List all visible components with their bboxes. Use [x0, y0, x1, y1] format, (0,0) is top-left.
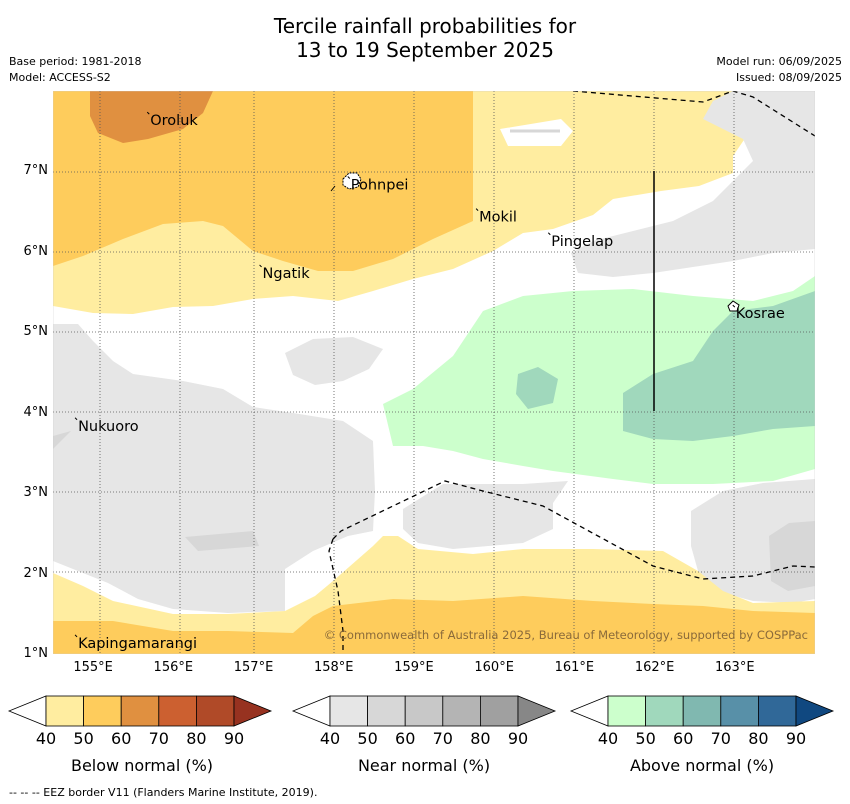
place-marker — [475, 208, 479, 211]
colorbar-above-segment — [607, 695, 646, 727]
lat-tick-label: 2°N — [23, 565, 49, 581]
colorbar-tick-label: 50 — [635, 729, 655, 748]
colorbar-near-segment — [404, 695, 444, 727]
lat-tick-label: 4°N — [23, 404, 49, 420]
near-normal-50-streak-west — [185, 531, 259, 551]
place-label: Nukuoro — [78, 419, 139, 435]
colorbar-tick-label: 70 — [711, 729, 731, 748]
lon-tick-label: 158°E — [313, 660, 354, 675]
lon-tick-label: 160°E — [474, 660, 514, 675]
place-label: Pohnpei — [351, 177, 409, 193]
model-name: Model: ACCESS-S2 — [9, 71, 111, 84]
colorbars: 40 50 60 70 80 90 40 50 60 70 80 90 40 50 60 70 80 90 — [7, 695, 835, 748]
place-marker — [347, 176, 351, 179]
probability-map: Oroluk Pohnpei Mokil Pingelap Ngatik Kosrae Nu… — [53, 91, 815, 654]
colorbar-near-segment — [329, 695, 368, 727]
lon-tick-label: 161°E — [554, 660, 595, 675]
place-marker — [732, 304, 736, 308]
below-normal-50-region-south — [53, 596, 815, 654]
place-marker — [259, 264, 262, 268]
below-normal-60-region — [90, 91, 213, 143]
above-normal-50-region — [623, 291, 815, 441]
lat-tick-label: 3°N — [23, 485, 49, 501]
near-normal-40-region-ne — [571, 91, 815, 277]
colorbar-below-low-extension — [7, 695, 47, 727]
pohnpei-island — [342, 172, 362, 190]
eez-border — [328, 91, 815, 654]
colorbar-tick-label: 90 — [224, 729, 244, 748]
place-marker — [74, 634, 78, 638]
colorbar-tick-label: 80 — [748, 729, 768, 748]
colorbar-tick-label: 50 — [73, 729, 93, 748]
colorbar-tick-label: 40 — [36, 729, 56, 748]
colorbar-near-low-extension — [291, 695, 331, 727]
colorbar-above-segment — [682, 695, 722, 727]
colorbar-tick-label: 60 — [111, 729, 131, 748]
colorbar-tick-label: 70 — [149, 729, 169, 748]
lat-tick-label: 7°N — [23, 163, 49, 179]
colorbar-below-high-extension — [233, 695, 273, 727]
map-title-line2: 13 to 19 September 2025 — [296, 38, 554, 62]
colorbar-below-segment — [120, 695, 160, 727]
lon-tick-label: 163°E — [715, 660, 755, 675]
colorbar-above-segment — [758, 695, 797, 727]
colorbar-near-high-extension — [517, 695, 557, 727]
lat-tick-label: 5°N — [23, 324, 49, 340]
place-label: Oroluk — [150, 113, 198, 129]
colorbar-below-segment — [83, 695, 122, 727]
place-label: Pingelap — [551, 234, 613, 250]
place-label: Kosrae — [736, 306, 785, 322]
place-label: Ngatik — [263, 266, 311, 282]
near-normal-50-speck-west — [53, 431, 71, 449]
colorbar-near-segment — [479, 695, 519, 727]
colorbar-above-segment — [720, 695, 759, 727]
colorbar-below-segment — [195, 695, 235, 727]
place-labels: Oroluk Pohnpei Mokil Pingelap Ngatik Kosrae Nu… — [74, 111, 785, 652]
base-period: Base period: 1981-2018 — [9, 55, 142, 68]
lon-tick-label: 159°E — [394, 660, 434, 675]
colorbar-above-segment — [645, 695, 684, 727]
eez-footnote: -- -- -- EEZ border V11 (Flanders Marine… — [9, 786, 318, 799]
model-run: Model run: 06/09/2025 — [716, 55, 842, 68]
place-label: Mokil — [479, 210, 517, 226]
place-marker — [547, 232, 551, 236]
colorbar-tick-label: 90 — [508, 729, 528, 748]
colorbar-tick-label: 70 — [433, 729, 453, 748]
map-title-line1: Tercile rainfall probabilities for — [273, 14, 577, 38]
place-marker — [74, 417, 78, 421]
above-normal-50-blob — [516, 367, 558, 409]
colorbar-tick-label: 60 — [673, 729, 693, 748]
place-marker — [146, 111, 150, 115]
lon-tick-label: 162°E — [634, 660, 675, 675]
pohnpei-fragment — [330, 185, 336, 192]
colorbar-tick-label: 60 — [395, 729, 415, 748]
colorbar-label-above: Above normal (%) — [629, 756, 775, 775]
near-normal-50-region-se — [769, 521, 815, 591]
place-label: Kapingamarangi — [78, 636, 197, 652]
colorbar-above-low-extension — [569, 695, 609, 727]
colorbar-below-segment — [158, 695, 197, 727]
colorbar-near-segment — [442, 695, 481, 727]
colorbar-label-near: Near normal (%) — [357, 756, 491, 775]
colorbar-label-below: Below normal (%) — [70, 756, 214, 775]
lat-tick-label: 1°N — [23, 646, 49, 661]
colorbar-tick-label: 80 — [470, 729, 490, 748]
colorbar-tick-label: 40 — [598, 729, 618, 748]
colorbar-tick-label: 50 — [357, 729, 377, 748]
colorbar-below-segment — [45, 695, 84, 727]
lon-tick-label: 155°E — [73, 660, 113, 675]
colorbar-near-segment — [367, 695, 406, 727]
lon-tick-label: 156°E — [153, 660, 194, 675]
colorbar-tick-label: 90 — [786, 729, 806, 748]
colorbar-above-high-extension — [795, 695, 835, 727]
lon-tick-label: 157°E — [233, 660, 274, 675]
graticule — [53, 91, 815, 654]
near-normal-40-region-west — [53, 324, 375, 613]
colorbar-tick-label: 80 — [186, 729, 206, 748]
colorbar-tick-label: 40 — [320, 729, 340, 748]
issued-date: Issued: 08/09/2025 — [735, 71, 842, 84]
near-normal-40-region-south — [403, 481, 568, 549]
copyright-notice: © Commonwealth of Australia 2025, Bureau… — [324, 628, 808, 642]
lat-tick-label: 6°N — [23, 243, 49, 259]
